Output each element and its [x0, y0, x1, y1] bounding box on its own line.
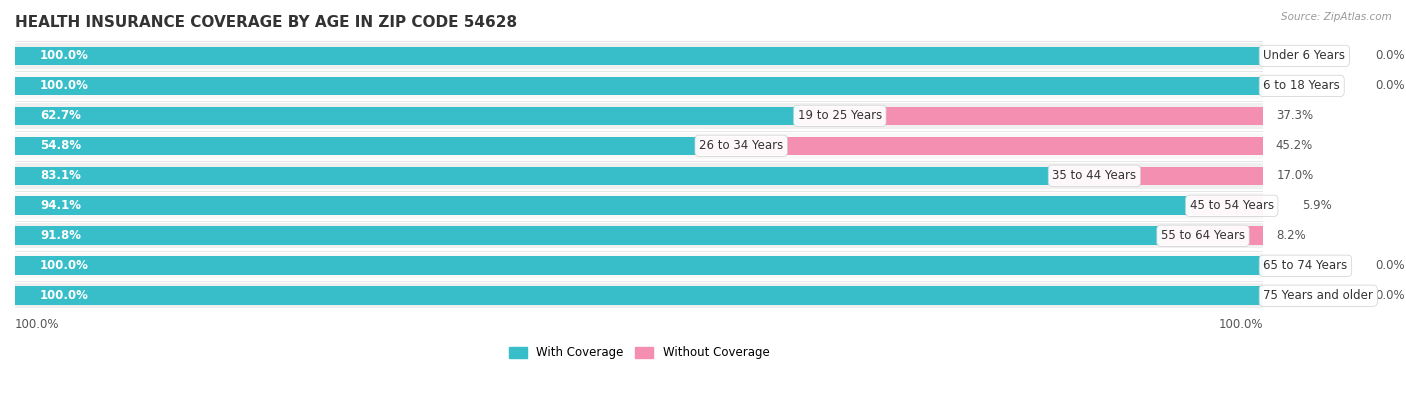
Text: 100.0%: 100.0%	[39, 289, 89, 302]
Bar	[15, 133, 1264, 159]
Text: 65 to 74 Years: 65 to 74 Years	[1264, 259, 1347, 272]
Bar	[1264, 76, 1364, 95]
Bar	[15, 163, 1264, 188]
Bar	[15, 193, 1264, 219]
Bar	[15, 253, 1264, 278]
Bar	[15, 107, 797, 125]
Text: 75 Years and older: 75 Years and older	[1264, 289, 1374, 302]
Text: 100.0%: 100.0%	[39, 79, 89, 93]
Text: 0.0%: 0.0%	[1375, 289, 1405, 302]
Text: 35 to 44 Years: 35 to 44 Years	[1052, 169, 1136, 182]
Text: 62.7%: 62.7%	[39, 109, 80, 122]
Text: 0.0%: 0.0%	[1375, 49, 1405, 62]
Bar	[699, 137, 1264, 155]
Bar	[15, 166, 1052, 185]
Bar	[1264, 46, 1364, 65]
Bar	[15, 103, 1264, 129]
Bar	[15, 223, 1264, 249]
Legend: With Coverage, Without Coverage: With Coverage, Without Coverage	[505, 342, 773, 364]
Text: 45 to 54 Years: 45 to 54 Years	[1189, 199, 1274, 212]
Bar	[1264, 256, 1364, 275]
Text: 83.1%: 83.1%	[39, 169, 80, 182]
Text: 0.0%: 0.0%	[1375, 259, 1405, 272]
Text: 19 to 25 Years: 19 to 25 Years	[797, 109, 882, 122]
Text: 37.3%: 37.3%	[1275, 109, 1313, 122]
Bar	[15, 256, 1264, 275]
Text: 100.0%: 100.0%	[39, 49, 89, 62]
Bar	[1264, 286, 1364, 305]
Bar	[15, 196, 1189, 215]
Bar	[797, 107, 1264, 125]
Bar	[1161, 227, 1264, 245]
Text: 55 to 64 Years: 55 to 64 Years	[1161, 229, 1246, 242]
Bar	[15, 46, 1264, 65]
Bar	[15, 137, 699, 155]
Text: Source: ZipAtlas.com: Source: ZipAtlas.com	[1281, 12, 1392, 22]
Text: 26 to 34 Years: 26 to 34 Years	[699, 139, 783, 152]
Text: 100.0%: 100.0%	[15, 318, 59, 331]
Text: 91.8%: 91.8%	[39, 229, 82, 242]
Text: 6 to 18 Years: 6 to 18 Years	[1264, 79, 1340, 93]
Bar	[15, 286, 1264, 305]
Text: 8.2%: 8.2%	[1275, 229, 1306, 242]
Text: 5.9%: 5.9%	[1302, 199, 1331, 212]
Text: 54.8%: 54.8%	[39, 139, 82, 152]
Bar	[15, 43, 1264, 68]
Bar	[15, 283, 1264, 308]
Text: 100.0%: 100.0%	[39, 259, 89, 272]
Text: 0.0%: 0.0%	[1375, 79, 1405, 93]
Text: 100.0%: 100.0%	[1219, 318, 1264, 331]
Text: Under 6 Years: Under 6 Years	[1264, 49, 1346, 62]
Text: 45.2%: 45.2%	[1275, 139, 1313, 152]
Bar	[1052, 166, 1264, 185]
Bar	[15, 73, 1264, 99]
Text: 17.0%: 17.0%	[1277, 169, 1315, 182]
Bar	[1189, 196, 1289, 215]
Bar	[15, 76, 1264, 95]
Bar	[15, 227, 1161, 245]
Text: 94.1%: 94.1%	[39, 199, 82, 212]
Text: HEALTH INSURANCE COVERAGE BY AGE IN ZIP CODE 54628: HEALTH INSURANCE COVERAGE BY AGE IN ZIP …	[15, 15, 517, 30]
